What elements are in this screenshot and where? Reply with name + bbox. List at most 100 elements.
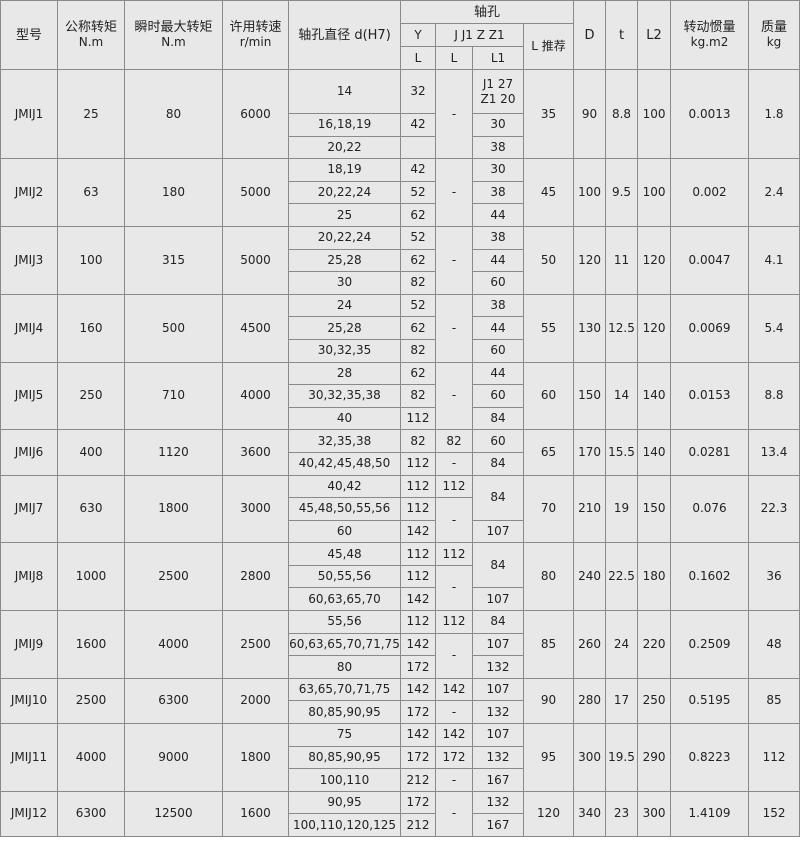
bore-diameter-cell: 16,18,19 bbox=[288, 113, 401, 137]
t-cell: 9.5 bbox=[605, 158, 639, 227]
y-length-cell: 52 bbox=[400, 225, 436, 250]
l1-length-cell: 107 bbox=[472, 587, 524, 612]
model-cell: JMIJ9 bbox=[0, 610, 58, 679]
peak-torque-cell: 1800 bbox=[124, 474, 223, 544]
peak-torque-cell: 710 bbox=[124, 361, 223, 431]
l1-length-cell: 107 bbox=[472, 632, 524, 657]
peak-torque-cell: 12500 bbox=[124, 790, 223, 838]
bore-diameter-cell: 90,95 bbox=[288, 790, 401, 815]
l1-length-cell: 30 bbox=[472, 113, 524, 137]
bore-diameter-cell: 45,48,50,55,56 bbox=[288, 497, 401, 521]
y-length-cell: 82 bbox=[400, 429, 436, 453]
L2-cell: 290 bbox=[637, 723, 672, 792]
mass-cell: 4.1 bbox=[748, 225, 800, 295]
L2-cell: 300 bbox=[637, 790, 672, 838]
header-t: t bbox=[605, 0, 639, 70]
bore-diameter-cell: 18,19 bbox=[288, 158, 401, 182]
nominal-torque-cell: 400 bbox=[57, 429, 125, 476]
peak-torque-cell: 2500 bbox=[124, 542, 223, 612]
l-recommended-cell: 65 bbox=[522, 429, 575, 476]
D-cell: 300 bbox=[573, 723, 607, 792]
table-row: JMIJ12 6300 12500 1600 90,95 172-132 120 340 23 3… bbox=[0, 790, 800, 838]
speed-cell: 1600 bbox=[222, 790, 289, 838]
model-cell: JMIJ4 bbox=[0, 293, 58, 363]
model-cell: JMIJ8 bbox=[0, 542, 58, 612]
bore-diameter-cell: 30 bbox=[288, 271, 401, 295]
table-row: 20,22,24 52 38 bbox=[1, 180, 800, 205]
peak-torque-cell: 6300 bbox=[124, 677, 223, 725]
t-cell: 8.8 bbox=[605, 68, 639, 160]
table-row: 40 112 84 bbox=[1, 406, 800, 431]
header-nominal-torque: 公称转矩 N.m bbox=[57, 0, 125, 70]
y-length-cell: 82 bbox=[400, 271, 436, 295]
y-length-cell bbox=[400, 135, 436, 160]
y-length-cell: 112 bbox=[400, 451, 436, 476]
table-row: 80,85,90,95 172-132 bbox=[1, 700, 800, 725]
speed-cell: 1800 bbox=[222, 723, 289, 792]
D-cell: 120 bbox=[573, 225, 607, 295]
y-length-cell: 142 bbox=[400, 723, 436, 747]
L2-cell: 140 bbox=[637, 429, 672, 476]
L2-cell: 250 bbox=[637, 677, 672, 725]
bore-diameter-cell: 25,28 bbox=[288, 316, 401, 340]
t-cell: 19.5 bbox=[605, 723, 639, 792]
table-row: JMIJ2 63 180 5000 18,19 42-30 45 100 9.5 100 0.002… bbox=[0, 158, 800, 227]
nominal-torque-cell: 6300 bbox=[57, 790, 125, 838]
y-length-cell: 52 bbox=[400, 293, 436, 318]
D-cell: 150 bbox=[573, 361, 607, 431]
l-recommended-cell: 50 bbox=[522, 225, 575, 295]
speed-cell: 5000 bbox=[222, 158, 289, 227]
l-recommended-cell: 60 bbox=[522, 361, 575, 431]
bore-diameter-cell: 60,63,65,70,71,75 bbox=[288, 632, 401, 657]
bore-diameter-cell: 20,22 bbox=[288, 135, 401, 160]
bore-diameter-cell: 20,22,24 bbox=[288, 180, 401, 205]
y-length-cell: 42 bbox=[400, 113, 436, 137]
bore-diameter-cell: 75 bbox=[288, 723, 401, 747]
speed-cell: 2500 bbox=[222, 610, 289, 679]
t-cell: 15.5 bbox=[605, 429, 639, 476]
table-row: 50,55,56 112- bbox=[1, 564, 800, 612]
y-length-cell: 112 bbox=[400, 406, 436, 431]
header-peak-torque: 瞬时最大转矩 N.m bbox=[124, 0, 223, 70]
model-cell: JMIJ1 bbox=[0, 68, 58, 160]
bore-diameter-cell: 25 bbox=[288, 203, 401, 227]
j-length-cell: - bbox=[435, 564, 473, 612]
y-length-cell: 142 bbox=[400, 677, 436, 702]
inertia-cell: 0.0047 bbox=[670, 225, 750, 295]
header-speed: 许用转速 r/min bbox=[222, 0, 289, 70]
peak-torque-cell: 9000 bbox=[124, 723, 223, 792]
y-length-cell: 52 bbox=[400, 180, 436, 205]
l1-length-cell: 132 bbox=[472, 745, 524, 770]
mass-cell: 13.4 bbox=[748, 429, 800, 476]
j-length-cell: - bbox=[435, 225, 473, 295]
inertia-cell: 0.0013 bbox=[670, 68, 750, 160]
table-row: JMIJ8 1000 2500 2800 45,48 112 112 84 80 240 22.5 1… bbox=[0, 542, 800, 612]
y-length-cell: 172 bbox=[400, 700, 436, 725]
peak-torque-cell: 1120 bbox=[124, 429, 223, 476]
model-cell: JMIJ11 bbox=[0, 723, 58, 792]
l1-length-cell: 60 bbox=[472, 271, 524, 295]
l1-length-cell: 38 bbox=[472, 135, 524, 160]
l1-length-cell: 60 bbox=[472, 338, 524, 363]
header-mass: 质量 kg bbox=[748, 0, 800, 70]
L2-cell: 120 bbox=[637, 293, 672, 363]
j-length-cell: - bbox=[435, 158, 473, 227]
table-row: JMIJ7 630 1800 3000 40,42 112 112 84 70 210 19 150 0… bbox=[0, 474, 800, 544]
j-length-cell: - bbox=[435, 293, 473, 363]
l-recommended-cell: 80 bbox=[522, 542, 575, 612]
table-row: 25,28 62 44 bbox=[1, 316, 800, 340]
peak-torque-cell: 80 bbox=[124, 68, 223, 160]
speed-cell: 4000 bbox=[222, 361, 289, 431]
j-length-cell: 82 bbox=[435, 429, 473, 453]
l-recommended-cell: 120 bbox=[522, 790, 575, 838]
l1-length-cell: J1 27 Z1 20 bbox=[472, 69, 524, 114]
speed-cell: 2800 bbox=[222, 542, 289, 612]
nominal-torque-cell: 630 bbox=[57, 474, 125, 544]
mass-cell: 85 bbox=[748, 677, 800, 725]
peak-torque-cell: 180 bbox=[124, 158, 223, 227]
l1-length-cell: 84 bbox=[472, 406, 524, 431]
header-l-recommended: L 推荐 bbox=[522, 23, 575, 70]
D-cell: 240 bbox=[573, 542, 607, 612]
D-cell: 340 bbox=[573, 790, 607, 838]
header-y-l: L bbox=[400, 46, 436, 70]
